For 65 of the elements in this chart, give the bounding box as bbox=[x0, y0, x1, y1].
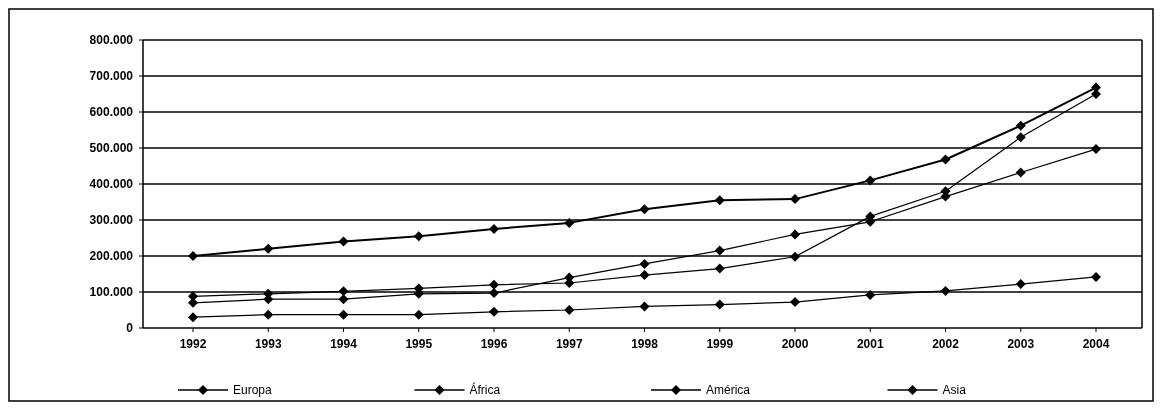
point bbox=[1091, 144, 1101, 155]
point bbox=[188, 312, 198, 323]
point bbox=[790, 251, 800, 262]
point bbox=[564, 217, 575, 228]
point bbox=[338, 309, 349, 320]
y-tick-label: 200.000 bbox=[89, 249, 134, 264]
point bbox=[790, 229, 800, 240]
y-tick-label: 0 bbox=[126, 321, 134, 336]
y-tick-label: 100.000 bbox=[89, 285, 134, 300]
y-tick-label: 500.000 bbox=[89, 141, 134, 156]
x-tick-label: 1997 bbox=[555, 337, 583, 351]
point bbox=[188, 251, 198, 261]
legend-label: Europa bbox=[233, 383, 273, 398]
point bbox=[714, 299, 725, 310]
x-tick-label: 1998 bbox=[631, 337, 659, 351]
point bbox=[413, 231, 424, 242]
point bbox=[1015, 279, 1026, 290]
legend-label: América bbox=[706, 383, 751, 398]
point bbox=[338, 294, 349, 305]
x-tick-label: 2001 bbox=[856, 337, 884, 351]
point bbox=[564, 305, 575, 315]
point bbox=[489, 224, 499, 234]
point bbox=[865, 175, 876, 186]
point bbox=[714, 245, 725, 256]
y-tick-label: 700.000 bbox=[89, 69, 134, 84]
y-tick-label: 300.000 bbox=[89, 213, 134, 228]
point bbox=[1091, 271, 1101, 282]
x-tick-label: 2004 bbox=[1082, 337, 1110, 351]
point bbox=[714, 263, 725, 274]
point bbox=[1015, 132, 1026, 143]
x-tick-label: 1999 bbox=[706, 337, 734, 351]
y-tick-label: 600.000 bbox=[89, 105, 134, 120]
x-tick-label: 1992 bbox=[179, 337, 207, 351]
x-tick-label: 1996 bbox=[480, 337, 508, 351]
y-tick-label: 800.000 bbox=[89, 33, 134, 48]
legend-label: Asia bbox=[942, 383, 967, 398]
x-tick-label: 1993 bbox=[254, 337, 282, 351]
y-tick-label: 400.000 bbox=[89, 177, 134, 192]
x-tick-label: 1995 bbox=[405, 337, 433, 351]
x-tick-label: 2002 bbox=[932, 337, 960, 351]
point bbox=[263, 309, 274, 320]
point bbox=[413, 309, 424, 320]
point bbox=[1015, 120, 1026, 131]
point bbox=[338, 286, 349, 297]
point bbox=[1091, 89, 1101, 99]
point bbox=[338, 236, 349, 247]
point bbox=[714, 195, 725, 206]
point bbox=[489, 288, 499, 299]
x-tick-label: 2000 bbox=[781, 337, 809, 351]
point bbox=[639, 258, 650, 269]
point bbox=[1015, 167, 1026, 178]
legend-label: África bbox=[469, 382, 501, 398]
point bbox=[865, 289, 876, 300]
point bbox=[489, 306, 499, 317]
point bbox=[639, 204, 650, 215]
point bbox=[790, 297, 800, 308]
x-tick-label: 1994 bbox=[330, 337, 358, 351]
point bbox=[790, 194, 800, 205]
point bbox=[263, 243, 274, 254]
point bbox=[489, 279, 499, 290]
point bbox=[940, 285, 951, 296]
x-tick-label: 2003 bbox=[1007, 337, 1035, 351]
point bbox=[639, 301, 650, 312]
point bbox=[940, 154, 951, 165]
point bbox=[639, 270, 650, 281]
